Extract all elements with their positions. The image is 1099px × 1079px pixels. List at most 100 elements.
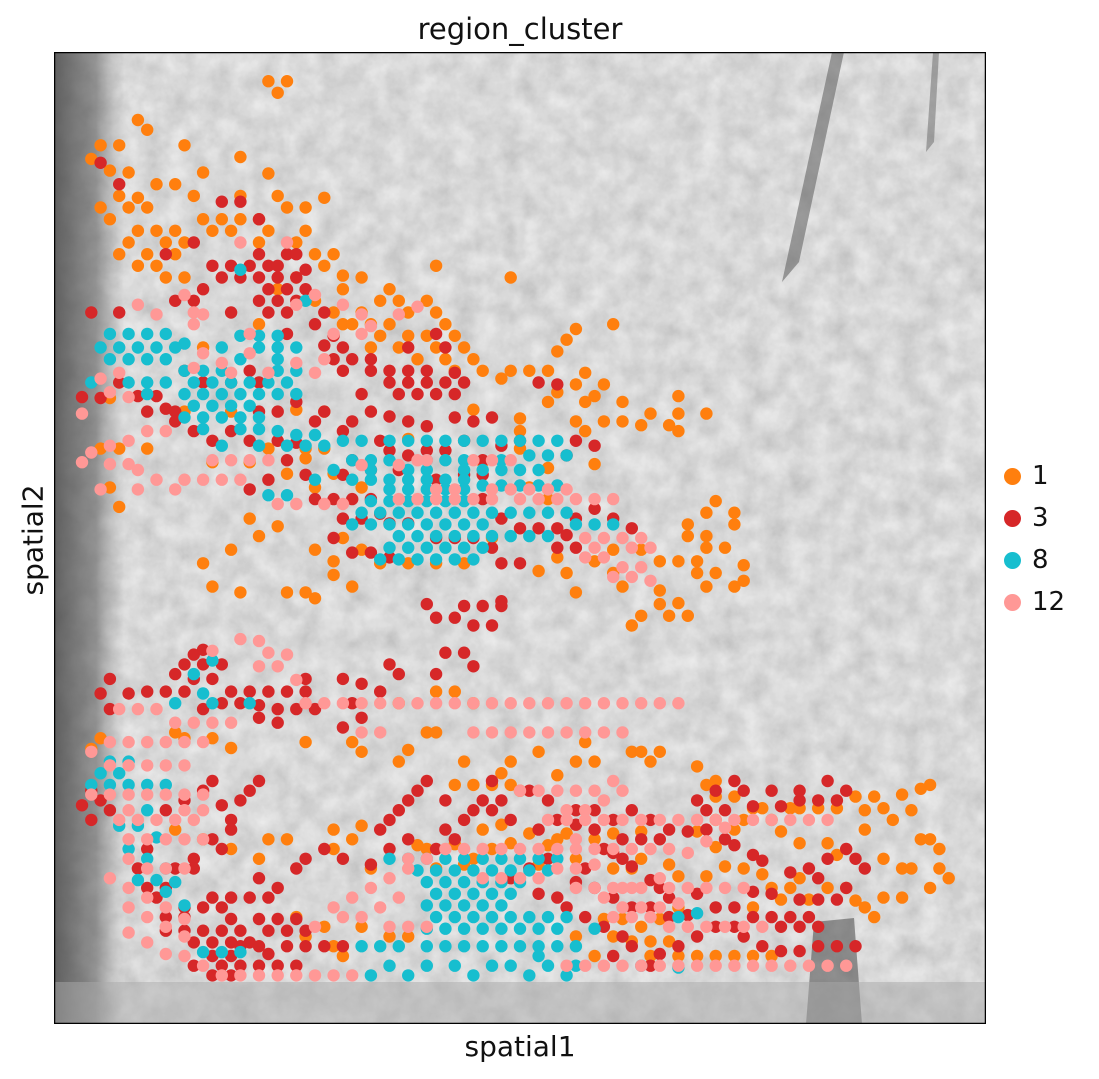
spot-cluster-8 [215, 341, 228, 354]
spot-cluster-3 [616, 930, 629, 943]
spot-cluster-3 [802, 862, 816, 875]
spot-cluster-12 [625, 570, 638, 584]
spot-cluster-12 [569, 881, 583, 895]
spot-cluster-8 [187, 376, 200, 389]
spot-cluster-1 [150, 259, 163, 272]
spot-cluster-1 [252, 318, 266, 331]
spot-cluster-1 [653, 912, 666, 926]
spot-cluster-12 [551, 784, 564, 797]
spot-cluster-8 [476, 940, 489, 953]
spot-cluster-1 [877, 852, 890, 865]
spot-cluster-8 [457, 940, 471, 953]
spot-cluster-12 [374, 697, 387, 710]
spot-cluster-3 [308, 702, 322, 716]
spot-cluster-3 [830, 794, 844, 807]
spot-cluster-3 [336, 512, 350, 525]
spot-cluster-12 [597, 959, 611, 972]
spot-cluster-12 [504, 726, 517, 739]
spot-cluster-1 [653, 597, 666, 611]
spot-cluster-12 [523, 483, 536, 496]
spot-cluster-12 [178, 804, 191, 817]
spot-cluster-3 [588, 439, 601, 452]
spot-cluster-3 [420, 376, 433, 389]
spot-cluster-8 [420, 483, 433, 496]
spot-cluster-3 [364, 405, 378, 418]
spot-cluster-1 [252, 852, 266, 865]
spot-cluster-12 [541, 813, 555, 827]
spot-cluster-1 [551, 833, 564, 846]
spot-cluster-12 [159, 833, 172, 846]
spot-cluster-12 [308, 969, 322, 982]
spot-cluster-8 [457, 494, 471, 508]
spot-cluster-3 [318, 306, 331, 319]
spot-cluster-8 [485, 887, 499, 900]
spot-cluster-1 [411, 839, 424, 852]
spot-cluster-3 [196, 658, 210, 671]
spot-cluster-8 [299, 439, 312, 452]
spot-cluster-8 [392, 940, 405, 953]
spot-cluster-12 [625, 842, 638, 856]
spot-cluster-8 [178, 337, 191, 350]
spot-cluster-12 [672, 897, 685, 910]
spot-cluster-1 [662, 609, 676, 622]
spot-cluster-12 [467, 454, 480, 467]
spot-cluster-8 [457, 852, 471, 865]
spot-cluster-8 [495, 454, 508, 467]
spot-cluster-1 [271, 520, 284, 533]
spot-cluster-12 [243, 347, 256, 360]
spot-cluster-3 [364, 353, 378, 366]
legend: 1 3 8 12 [1004, 455, 1065, 623]
spot-cluster-1 [728, 823, 741, 836]
spot-cluster-8 [280, 489, 294, 502]
spot-cluster-1 [607, 862, 620, 875]
spot-cluster-3 [457, 646, 471, 659]
spot-cluster-8 [159, 778, 172, 792]
spot-cluster-3 [159, 402, 172, 415]
spot-cluster-3 [541, 852, 555, 865]
spot-cluster-3 [252, 294, 266, 307]
spot-cluster-1 [690, 760, 704, 773]
spot-cluster-12 [85, 446, 98, 459]
spot-cluster-1 [616, 415, 629, 428]
spot-cluster-8 [113, 341, 126, 354]
spot-cluster-8 [402, 434, 415, 447]
spot-cluster-3 [308, 415, 322, 428]
spot-cluster-8 [495, 852, 508, 865]
spot-cluster-12 [196, 788, 210, 801]
spot-cluster-8 [457, 473, 471, 486]
spot-cluster-3 [756, 940, 769, 953]
spot-cluster-8 [271, 424, 284, 438]
spot-cluster-1 [579, 366, 592, 379]
spot-cluster-1 [504, 755, 517, 768]
spot-cluster-1 [113, 139, 126, 152]
spot-cluster-12 [597, 697, 611, 710]
spot-cluster-8 [252, 422, 266, 436]
spot-cluster-8 [495, 940, 508, 953]
spot-cluster-8 [513, 852, 527, 865]
spot-cluster-12 [504, 454, 517, 467]
spot-cluster-1 [308, 592, 322, 605]
spot-cluster-12 [597, 551, 611, 564]
spot-cluster-12 [485, 726, 499, 739]
spot-cluster-12 [159, 788, 172, 801]
spot-cluster-12 [504, 697, 517, 710]
spot-cluster-12 [355, 327, 368, 341]
spot-cluster-3 [224, 813, 238, 827]
spot-cluster-3 [532, 376, 545, 389]
spot-cluster-3 [625, 804, 638, 817]
spot-cluster-12 [122, 926, 135, 939]
spot-cluster-12 [243, 327, 256, 341]
spot-cluster-3 [262, 259, 275, 272]
spot-cluster-8 [122, 376, 135, 389]
spot-cluster-12 [262, 646, 275, 659]
spot-cluster-3 [812, 940, 825, 953]
spot-cluster-1 [336, 283, 350, 296]
spot-cluster-3 [718, 833, 732, 846]
spot-cluster-12 [541, 697, 555, 710]
spot-cluster-3 [299, 685, 312, 698]
spot-cluster-12 [644, 842, 657, 856]
spot-cluster-1 [327, 823, 340, 836]
spot-cluster-3 [383, 813, 396, 827]
spot-cluster-8 [457, 518, 471, 531]
spot-cluster-8 [411, 506, 424, 519]
